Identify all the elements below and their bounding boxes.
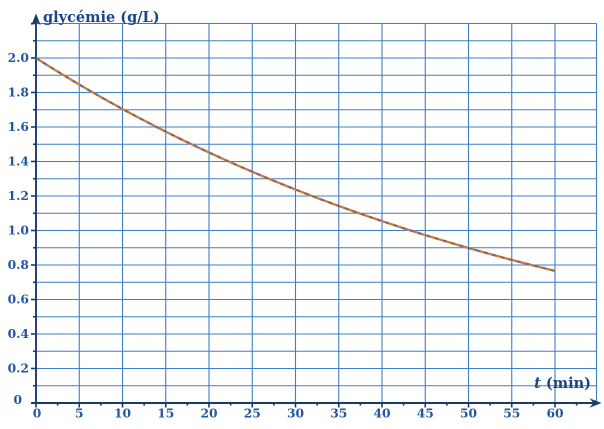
x-tick-label: 5 xyxy=(75,406,84,421)
x-tick-label: 35 xyxy=(330,406,347,421)
x-tick-label: 50 xyxy=(460,406,477,421)
y-tick-label: 1.2 xyxy=(8,188,29,203)
x-tick-label: 20 xyxy=(200,406,217,421)
x-tick-label: 15 xyxy=(157,406,174,421)
grid-lines xyxy=(36,22,598,403)
x-axis-variable: t xyxy=(534,375,541,392)
x-tick-label: 30 xyxy=(287,406,304,421)
x-axis-title: t (min) xyxy=(533,376,591,392)
y-tick-label: 2.0 xyxy=(8,50,29,65)
x-axis-unit: (min) xyxy=(540,375,591,392)
y-tick-label: 1.6 xyxy=(8,119,29,134)
x-tick-label: 55 xyxy=(503,406,520,421)
x-tick-label: 45 xyxy=(417,406,434,421)
glycemia-curve xyxy=(35,57,556,273)
x-tick-label: 60 xyxy=(546,406,563,421)
x-tick-label: 0 xyxy=(33,406,42,421)
y-tick-label: 0.8 xyxy=(8,257,29,272)
y-axis-title: glycémie (g/L) xyxy=(43,10,160,26)
y-tick-label: 1.8 xyxy=(8,85,29,100)
y-axis-title-text: glycémie (g/L) xyxy=(43,9,160,26)
x-tick-label: 10 xyxy=(114,406,131,421)
y-tick-label: 1.0 xyxy=(8,223,29,238)
axes xyxy=(31,20,594,404)
y-axis-arrow-icon xyxy=(31,13,41,26)
x-tick-label: 40 xyxy=(373,406,390,421)
y-origin-label: 0 xyxy=(13,392,22,407)
x-axis-arrow-icon xyxy=(589,398,602,408)
y-tick-label: 0.4 xyxy=(8,326,30,341)
tick-labels: 0 5 10 15 20 25 30 35 40 45 50 55 60 0.2 0.4 0.6 0.8 1.0 1… xyxy=(8,50,564,420)
x-tick-label: 25 xyxy=(244,406,261,421)
y-tick-label: 0.6 xyxy=(8,292,29,307)
tick-marks xyxy=(31,22,578,408)
y-tick-label: 0.2 xyxy=(8,361,29,376)
curve-dash-overlay xyxy=(35,57,556,272)
y-tick-label: 1.4 xyxy=(8,154,30,169)
